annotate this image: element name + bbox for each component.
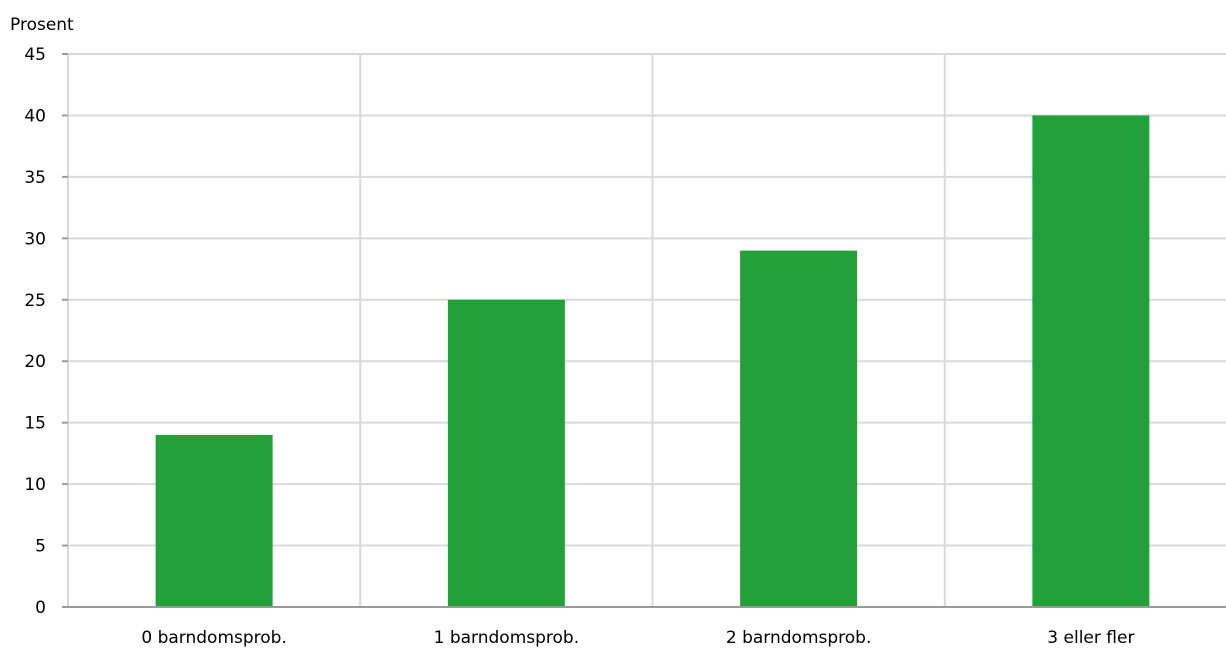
y-tick-label: 5 xyxy=(35,537,46,557)
y-tick-label: 40 xyxy=(24,106,46,126)
bar xyxy=(740,250,858,607)
y-axis-title: Prosent xyxy=(10,15,74,35)
y-tick-label: 45 xyxy=(24,45,46,65)
y-tick-label: 35 xyxy=(24,168,46,188)
x-tick-label: 1 barndomsprob. xyxy=(434,628,580,648)
bar xyxy=(1032,115,1150,607)
y-tick-label: 15 xyxy=(24,414,46,434)
y-tick-labels: 0 5 10 15 20 25 30 35 40 45 xyxy=(24,45,46,618)
y-tick-label: 20 xyxy=(24,352,46,372)
bar xyxy=(155,434,273,607)
x-tick-labels: 0 barndomsprob. 1 barndomsprob. 2 barndoms… xyxy=(141,628,1134,648)
y-tick-label: 0 xyxy=(35,598,46,618)
x-tick-label: 2 barndomsprob. xyxy=(726,628,872,648)
y-tick-label: 10 xyxy=(24,475,46,495)
bar xyxy=(447,299,565,607)
x-tick-label: 0 barndomsprob. xyxy=(141,628,287,648)
axes xyxy=(62,53,1226,608)
y-tick-label: 30 xyxy=(24,229,46,249)
x-tick-label: 3 eller fler xyxy=(1047,628,1134,648)
bars xyxy=(155,115,1150,607)
y-tick-label: 25 xyxy=(24,291,46,311)
